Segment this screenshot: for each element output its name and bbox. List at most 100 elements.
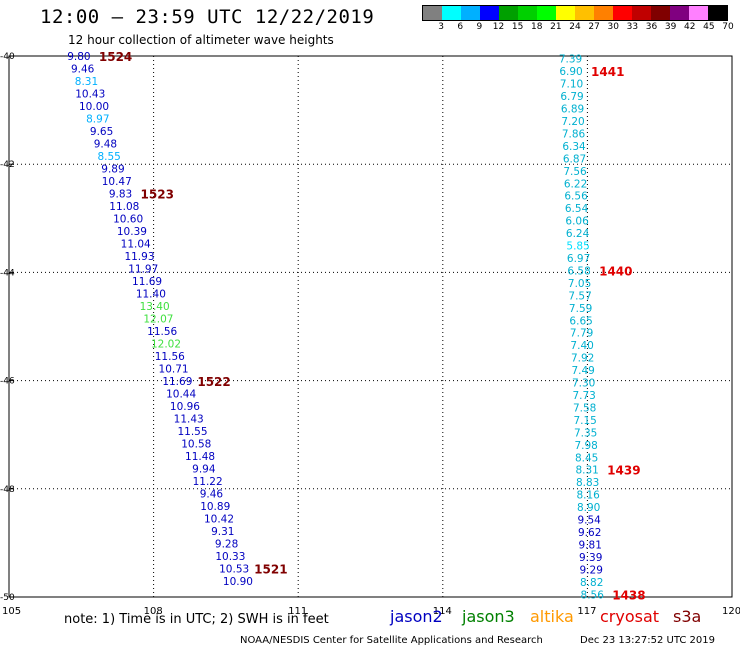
legend-label: 27 bbox=[588, 22, 600, 32]
wave-height-value: 6.22 bbox=[564, 178, 587, 190]
legend-swatch bbox=[670, 6, 689, 20]
wave-height-value: 8.56 bbox=[581, 589, 605, 601]
wave-height-value: 11.69 bbox=[132, 276, 162, 288]
wave-height-value: 8.83 bbox=[576, 477, 599, 489]
wave-height-value: 7.56 bbox=[563, 166, 587, 178]
legend-label: 18 bbox=[531, 22, 543, 32]
wave-height-value: 10.00 bbox=[79, 101, 109, 113]
page-subtitle: 12 hour collection of altimeter wave hei… bbox=[68, 33, 334, 47]
satellite-label-jason3: jason3 bbox=[462, 607, 515, 626]
wave-height-value: 9.29 bbox=[580, 564, 603, 576]
pass-time-label: 1438 bbox=[612, 588, 645, 602]
legend-label: 15 bbox=[511, 22, 524, 32]
legend-label: 45 bbox=[703, 22, 715, 32]
y-tick-label: -50 bbox=[0, 593, 15, 603]
legend-swatch bbox=[708, 6, 727, 20]
x-tick-label: 114 bbox=[433, 606, 452, 617]
wave-height-value: 6.87 bbox=[563, 153, 586, 165]
wave-height-value: 6.56 bbox=[564, 191, 588, 203]
wave-height-value: 11.48 bbox=[185, 451, 215, 463]
y-tick-label: -46 bbox=[0, 377, 15, 387]
legend-swatch bbox=[594, 6, 613, 20]
wave-height-value: 9.83 bbox=[109, 188, 132, 200]
wave-height-value: 8.31 bbox=[575, 465, 598, 477]
wave-height-value: 8.97 bbox=[86, 113, 109, 125]
wave-height-value: 9.46 bbox=[71, 63, 95, 75]
x-tick-label: 120 bbox=[722, 606, 740, 617]
wave-height-value: 6.54 bbox=[565, 203, 589, 215]
legend-label: 36 bbox=[645, 22, 658, 32]
legend-swatch bbox=[518, 6, 537, 20]
wave-height-value: 6.90 bbox=[559, 66, 582, 78]
pass-time-label: 1524 bbox=[99, 50, 132, 64]
legend-label: 70 bbox=[722, 22, 734, 32]
wave-height-value: 6.65 bbox=[569, 315, 592, 327]
wave-height-value: 9.48 bbox=[94, 138, 117, 150]
wave-height-value: 7.30 bbox=[572, 378, 595, 390]
wave-height-value: 6.58 bbox=[567, 265, 590, 277]
wave-height-value: 10.96 bbox=[170, 401, 200, 413]
wave-height-value: 11.22 bbox=[193, 476, 223, 488]
note-text: note: 1) Time is in UTC; 2) SWH is in fe… bbox=[64, 612, 329, 627]
wave-height-value: 7.39 bbox=[559, 54, 582, 66]
wave-height-value: 7.58 bbox=[573, 402, 596, 414]
x-tick-label: 108 bbox=[144, 606, 163, 617]
wave-height-value: 10.44 bbox=[166, 388, 196, 400]
satellite-label-s3a: s3a bbox=[673, 607, 702, 626]
wave-height-value: 8.16 bbox=[576, 490, 600, 502]
wave-height-value: 9.81 bbox=[579, 539, 602, 551]
wave-height-value: 6.89 bbox=[561, 104, 584, 116]
legend-label: 6 bbox=[457, 22, 464, 32]
legend-label: 39 bbox=[664, 22, 677, 32]
wave-height-value: 8.45 bbox=[575, 452, 598, 464]
wave-height-value: 9.94 bbox=[192, 463, 216, 475]
wave-height-value: 10.33 bbox=[215, 551, 245, 563]
legend-label: 3 bbox=[438, 22, 444, 32]
y-tick-label: -44 bbox=[0, 268, 15, 278]
wave-height-value: 7.20 bbox=[561, 116, 584, 128]
y-tick-label: -40 bbox=[0, 52, 15, 62]
legend-label: 9 bbox=[476, 22, 483, 32]
wave-height-value: 7.98 bbox=[574, 440, 597, 452]
legend-label: 24 bbox=[569, 22, 581, 32]
wave-height-value: 6.06 bbox=[565, 216, 589, 228]
wave-height-value: 10.71 bbox=[159, 363, 189, 375]
wave-height-value: 9.28 bbox=[215, 538, 238, 550]
wave-height-value: 10.42 bbox=[204, 513, 234, 525]
legend-swatch bbox=[499, 6, 518, 20]
wave-height-value: 7.92 bbox=[571, 353, 594, 365]
wave-height-value: 8.55 bbox=[97, 151, 120, 163]
generated-timestamp: Dec 23 13:27:52 UTC 2019 bbox=[580, 635, 715, 646]
wave-height-value: 9.80 bbox=[67, 51, 90, 63]
legend-swatch bbox=[537, 6, 556, 20]
wave-height-value: 7.59 bbox=[569, 303, 592, 315]
wave-height-value: 6.97 bbox=[567, 253, 590, 265]
x-tick-label: 117 bbox=[577, 606, 596, 617]
legend-swatch bbox=[442, 6, 461, 20]
wave-height-value: 7.05 bbox=[568, 278, 591, 290]
y-tick-label: -48 bbox=[0, 485, 15, 495]
wave-height-value: 11.08 bbox=[109, 201, 139, 213]
wave-height-value: 7.15 bbox=[573, 415, 596, 427]
wave-height-value: 11.56 bbox=[155, 351, 185, 363]
wave-height-value: 11.97 bbox=[128, 263, 158, 275]
wave-height-value: 7.35 bbox=[574, 427, 597, 439]
credit-text: NOAA/NESDIS Center for Satellite Applica… bbox=[240, 635, 543, 646]
wave-height-value: 11.93 bbox=[124, 251, 154, 263]
wave-height-value: 7.40 bbox=[570, 340, 593, 352]
satellite-label-jason2: jason2 bbox=[390, 607, 443, 626]
wave-height-value: 7.57 bbox=[568, 290, 591, 302]
legend-swatch bbox=[423, 6, 442, 20]
wave-height-value: 10.47 bbox=[102, 176, 132, 188]
legend-swatch bbox=[651, 6, 670, 20]
wave-height-value: 11.55 bbox=[177, 426, 207, 438]
legend-swatch bbox=[613, 6, 632, 20]
pass-time-label: 1523 bbox=[141, 187, 174, 201]
wave-height-value: 11.40 bbox=[136, 288, 166, 300]
legend-label: 12 bbox=[492, 22, 505, 32]
legend-swatch bbox=[461, 6, 480, 20]
wave-height-value: 6.34 bbox=[562, 141, 586, 153]
wave-height-value: 7.79 bbox=[570, 328, 593, 340]
plot-frame bbox=[8, 55, 733, 598]
